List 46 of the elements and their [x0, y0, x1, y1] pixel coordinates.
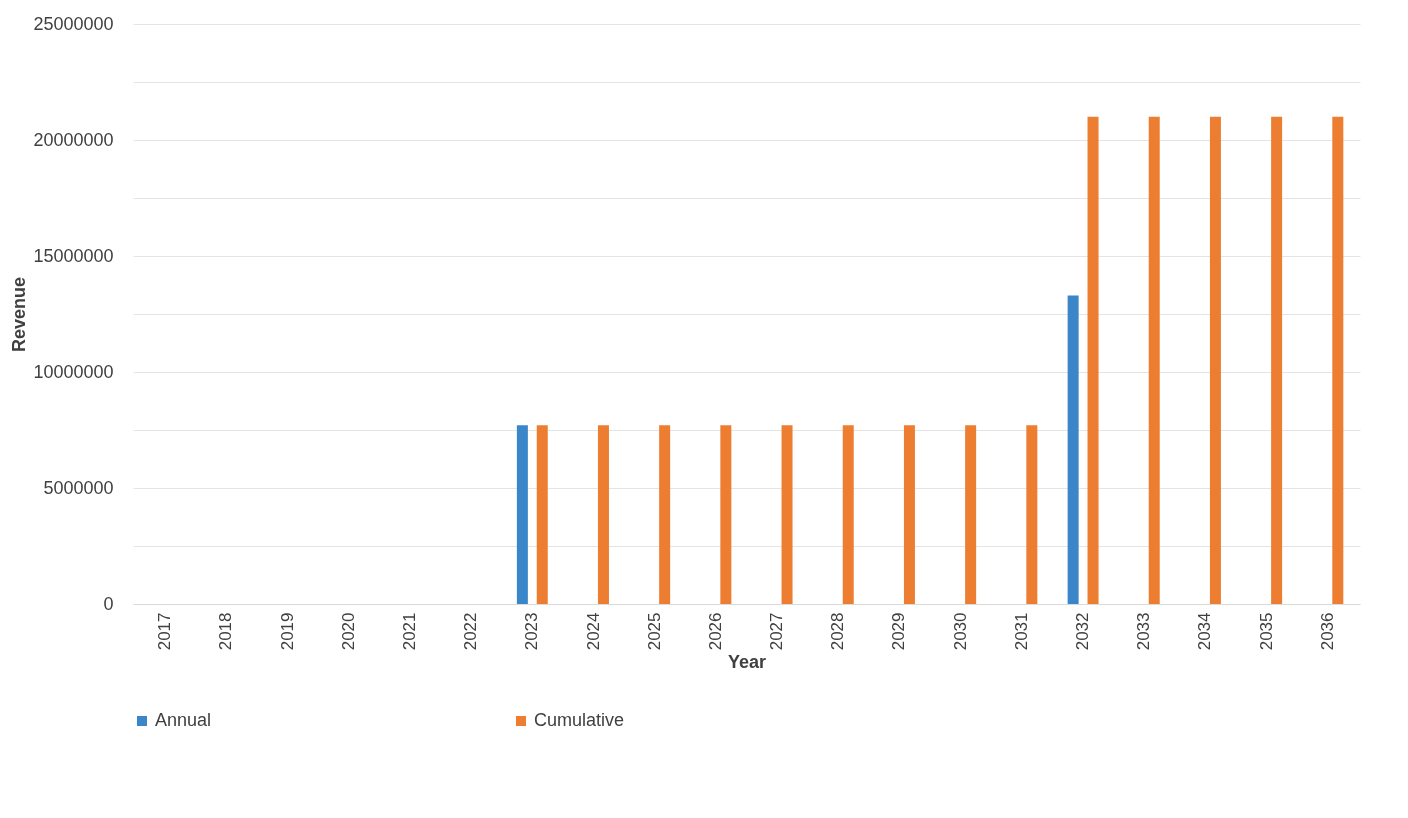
- bar: [1209, 116, 1221, 604]
- legend-label: Annual: [155, 710, 212, 730]
- y-tick-label: 25000000: [33, 13, 114, 34]
- bar: [965, 425, 977, 604]
- x-tick-label: 2027: [767, 612, 787, 651]
- x-tick-label: 2026: [705, 612, 725, 651]
- x-tick-label: 2032: [1073, 612, 1093, 651]
- y-tick-label: 10000000: [33, 361, 114, 382]
- x-tick-label: 2022: [461, 612, 481, 651]
- x-tick-label: 2034: [1195, 612, 1215, 651]
- bar: [1026, 425, 1038, 604]
- x-tick-label: 2023: [522, 612, 542, 651]
- bar: [516, 425, 528, 604]
- bar: [1332, 116, 1344, 604]
- x-tick-label: 2019: [277, 612, 297, 651]
- x-axis-title: Year: [727, 652, 767, 673]
- legend-label: Cumulative: [534, 710, 625, 730]
- y-axis-title: Revenue: [9, 276, 30, 353]
- bar: [842, 425, 854, 604]
- x-tick-label: 2031: [1011, 612, 1031, 651]
- y-tick-label: 15000000: [33, 245, 114, 266]
- bar: [720, 425, 732, 604]
- x-tick-label: 2028: [828, 612, 848, 651]
- bar: [1087, 116, 1099, 604]
- bar: [536, 425, 548, 604]
- x-tick-label: 2021: [399, 612, 419, 651]
- x-tick-label: 2036: [1317, 612, 1337, 651]
- bar: [1148, 116, 1160, 604]
- x-tick-label: 2035: [1256, 612, 1276, 651]
- bar: [781, 425, 793, 604]
- y-tick-label: 5000000: [43, 477, 114, 498]
- y-tick-label: 20000000: [33, 129, 114, 150]
- bar: [659, 425, 671, 604]
- bar: [1067, 295, 1079, 604]
- x-tick-label: 2020: [338, 612, 358, 651]
- y-tick-label: 0: [103, 593, 114, 614]
- bar: [1271, 116, 1283, 604]
- x-tick-label: 2030: [950, 612, 970, 651]
- bar: [597, 425, 609, 604]
- x-tick-label: 2025: [644, 612, 664, 651]
- bar: [903, 425, 915, 604]
- x-tick-label: 2024: [583, 612, 603, 651]
- x-tick-label: 2018: [216, 612, 236, 651]
- x-tick-label: 2033: [1134, 612, 1154, 651]
- x-tick-label: 2017: [155, 612, 175, 651]
- x-tick-label: 2029: [889, 612, 909, 651]
